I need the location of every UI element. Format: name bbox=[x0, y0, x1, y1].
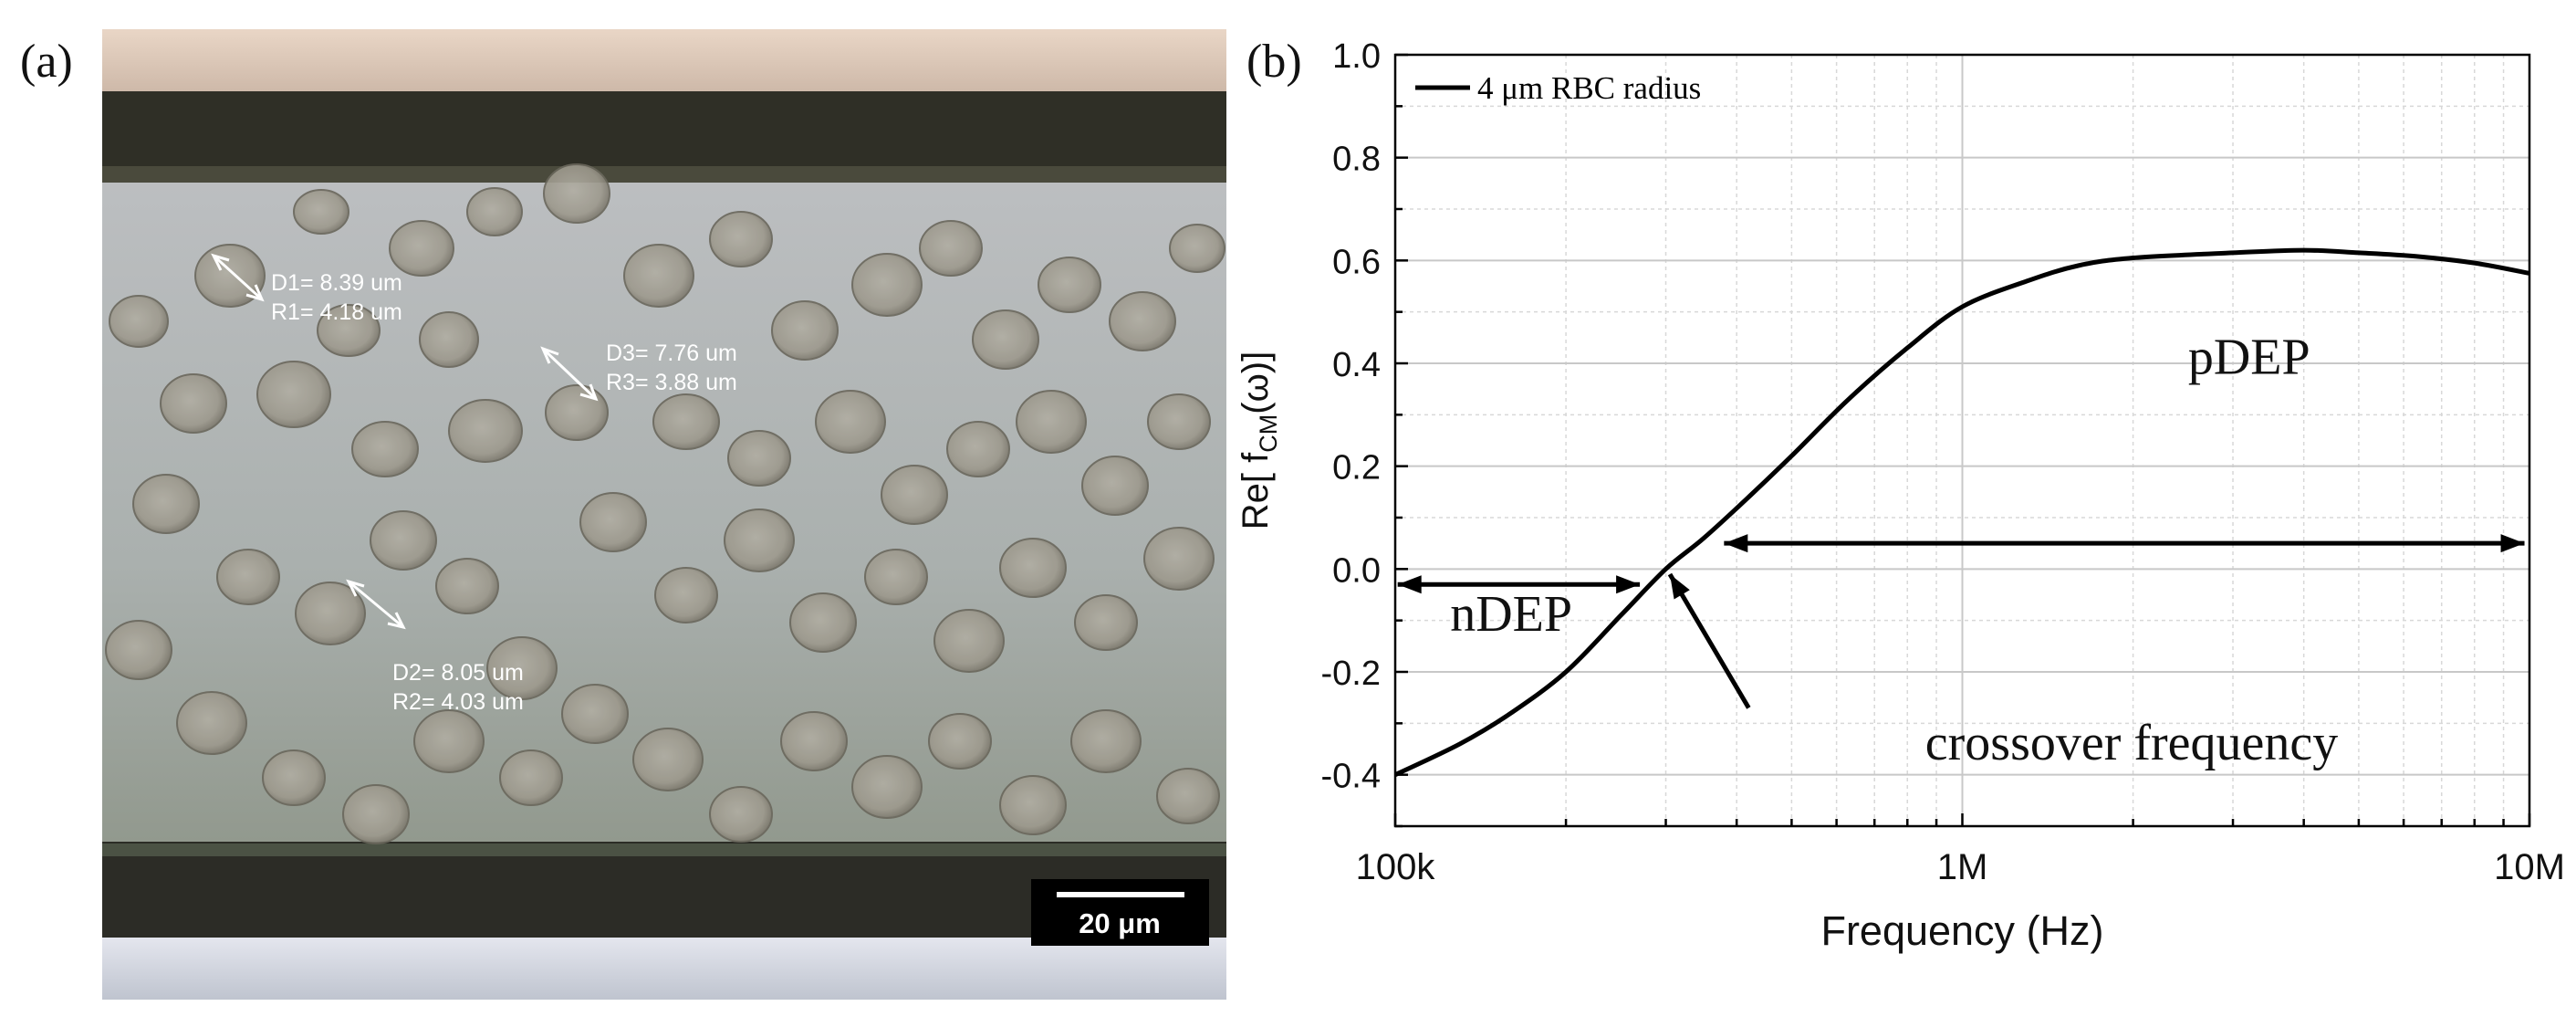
arrow-shaft bbox=[1667, 572, 1751, 709]
measurement-r2: R2= 4.03 um bbox=[392, 689, 524, 715]
y-tick-label: 0.2 bbox=[1332, 449, 1381, 487]
x-tick-label: 100k bbox=[1356, 847, 1436, 887]
arrow-head bbox=[1669, 573, 1690, 600]
measurement-d3: D3= 7.76 um bbox=[606, 341, 737, 366]
measurement-r3: R3= 3.88 um bbox=[606, 370, 737, 395]
series-line-4um-rbc bbox=[1393, 247, 2530, 777]
x-tick-label: 1M bbox=[1937, 847, 1988, 887]
chart-annotations: pDEP nDEP crossover frequency bbox=[1450, 329, 2338, 771]
arrow-head bbox=[1616, 575, 1641, 594]
chart-grid bbox=[1395, 55, 2529, 826]
measurement-d1: D1= 8.39 um bbox=[271, 270, 402, 296]
measurement-d2: D2= 8.05 um bbox=[392, 660, 524, 686]
chart-tick-labels: 1.0 0.8 0.6 0.4 0.2 0.0 -0.2 -0.4 100k 1M 10M bbox=[1321, 37, 2565, 887]
y-tick-label: -0.2 bbox=[1321, 655, 1381, 693]
annotation-ndep: nDEP bbox=[1450, 586, 1572, 643]
chart-arrows bbox=[1397, 534, 2525, 709]
scale-bar-label: 20 μm bbox=[1079, 907, 1161, 939]
y-axis-label: Re[ fCM(ω)] bbox=[1236, 351, 1282, 529]
chart: 1.0 0.8 0.6 0.4 0.2 0.0 -0.2 -0.4 100k 1M 10M pDEP… bbox=[1236, 37, 2565, 954]
microscope-image: D1= 8.39 um R1= 4.18 um D3= 7.76 um R3= … bbox=[102, 29, 1226, 1000]
legend-label: 4 μm RBC radius bbox=[1477, 70, 1701, 106]
y-tick-label: 0.4 bbox=[1332, 346, 1381, 384]
y-tick-label: 0.0 bbox=[1332, 551, 1381, 590]
measurement-r1: R1= 4.18 um bbox=[271, 299, 402, 325]
panel-a-label: (a) bbox=[20, 36, 73, 88]
panel-b-label: (b) bbox=[1246, 36, 1302, 88]
x-axis-label: Frequency (Hz) bbox=[1820, 907, 2103, 954]
scale-bar: 20 μm bbox=[1031, 879, 1209, 946]
annotation-crossover-frequency: crossover frequency bbox=[1925, 715, 2338, 771]
y-tick-label: 1.0 bbox=[1332, 37, 1381, 76]
x-tick-label: 10M bbox=[2494, 847, 2565, 887]
arrow-head bbox=[1397, 575, 1422, 594]
arrow-head bbox=[1724, 534, 1748, 553]
y-tick-label: -0.4 bbox=[1321, 758, 1381, 796]
chart-ticks bbox=[1393, 53, 2531, 828]
annotation-pdep: pDEP bbox=[2188, 329, 2310, 385]
y-tick-label: 0.8 bbox=[1332, 141, 1381, 179]
arrow-head bbox=[2500, 534, 2525, 553]
legend: 4 μm RBC radius bbox=[1415, 70, 1701, 106]
y-tick-label: 0.6 bbox=[1332, 243, 1381, 281]
